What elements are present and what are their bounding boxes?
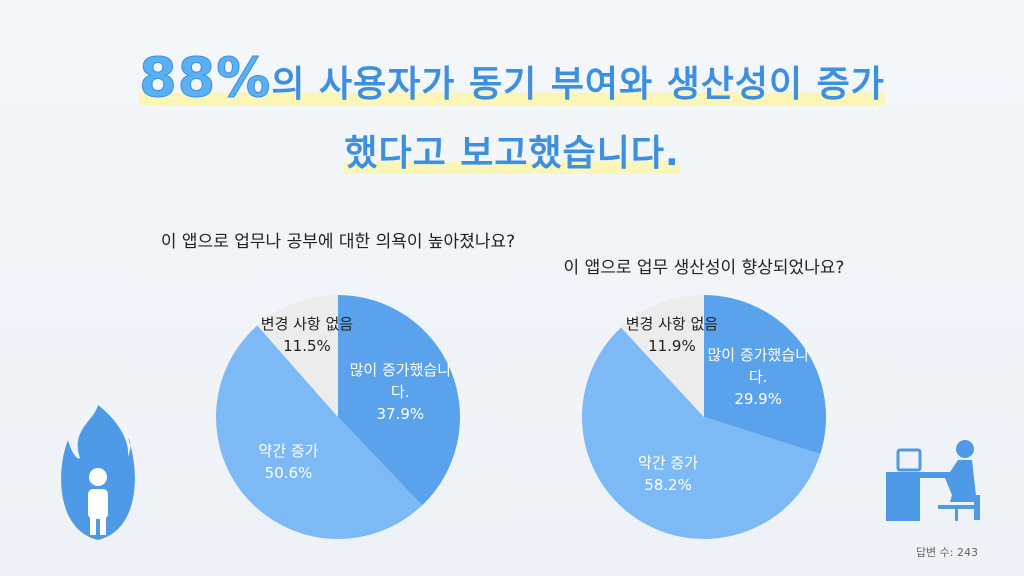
chart-title: 이 앱으로 업무 생산성이 향상되었나요? [563, 258, 845, 278]
chart-title: 이 앱으로 업무나 공부에 대한 의욕이 높아졌나요? [160, 232, 516, 252]
slice-value: 37.9% [376, 405, 425, 424]
slice-category: 약간 증가 [638, 453, 699, 472]
slice-value: 11.9% [648, 337, 696, 356]
slice-label: 변경 사항 없음 11.9% [617, 313, 727, 357]
slice-label: 많이 증가했습니다. 29.9% [703, 344, 813, 410]
slice-value: 50.6% [264, 464, 313, 483]
slice-value: 58.2% [644, 475, 692, 494]
pie-slice [216, 325, 423, 539]
slice-category: 많이 증가했습니다. [349, 361, 451, 402]
slice-label: 많이 증가했습니다. 37.9% [345, 359, 455, 425]
headline-line1: 88%의 사용자가 동기 부여와 생산성이 증가 [0, 46, 1024, 110]
slice-value: 11.5% [283, 336, 331, 355]
slice-value: 29.9% [734, 390, 782, 409]
pie-slice [704, 295, 826, 454]
slice-category: 변경 사항 없음 [625, 315, 719, 334]
pie-slice [338, 295, 460, 506]
headline-text: 했다고 보고했습니다. [344, 133, 680, 174]
pie-slice [621, 295, 704, 417]
slice-label: 약간 증가 50.6% [234, 440, 344, 484]
desk-icon [886, 440, 980, 521]
flame-icon [61, 405, 135, 540]
footnote: 답변 수: 243 [915, 546, 978, 559]
headline-text: 의 사용자가 동기 부여와 생산성이 증가 [271, 64, 885, 105]
pie-slice [257, 295, 338, 417]
slice-category: 변경 사항 없음 [260, 314, 354, 333]
slice-label: 약간 증가 58.2% [613, 452, 723, 496]
headline-emphasis: 88% [139, 46, 272, 110]
slice-category: 약간 증가 [258, 442, 319, 461]
slice-category: 많이 증가했습니다. [707, 346, 809, 387]
headline-line2: 했다고 보고했습니다. [0, 124, 1024, 176]
slice-label: 변경 사항 없음 11.5% [252, 313, 362, 357]
pie-slice [581, 327, 821, 540]
